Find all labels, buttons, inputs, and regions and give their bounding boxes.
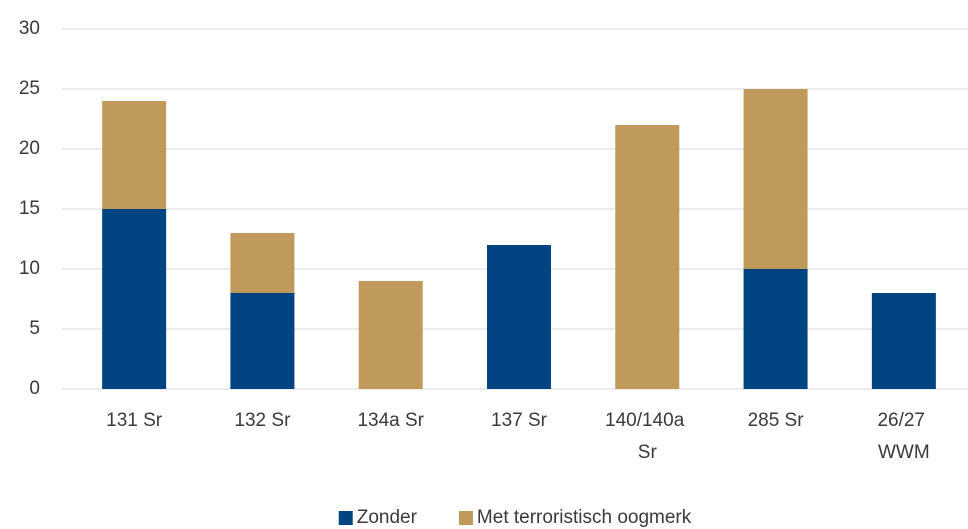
bar-segment (871, 293, 936, 389)
x-tick-label-line: WWM (878, 442, 930, 463)
y-tick-label: 5 (29, 318, 40, 339)
x-tick-label: 26/27 WWM (877, 410, 930, 463)
legend-label: Zonder (357, 507, 418, 528)
bar-segment (358, 281, 423, 389)
bar-segment (743, 89, 808, 269)
x-tick-label-line: 140/140a (605, 410, 690, 431)
y-tick-label: 0 (29, 378, 40, 399)
legend: Zonder Met terroristisch oogmerk (338, 507, 692, 528)
x-tick-label: 140/140a Sr (605, 410, 690, 463)
x-tick-label: 131 Sr (106, 410, 163, 431)
bar-segment (487, 245, 551, 389)
x-tick-label: 285 Sr (748, 410, 805, 431)
bar-segment (230, 233, 295, 293)
y-tick-label: 25 (19, 78, 40, 99)
bar-segment (743, 269, 808, 389)
bar-segment (102, 209, 167, 389)
bar-segment (615, 125, 680, 389)
legend-swatch (458, 511, 473, 525)
y-tick-label: 15 (19, 198, 40, 219)
x-tick-label-line: 26/27 (877, 410, 930, 431)
y-tick-label: 30 (19, 18, 40, 39)
x-tick-label-line: Sr (638, 442, 658, 463)
bar-segment (230, 293, 295, 389)
x-tick-label: 132 Sr (234, 410, 291, 431)
legend-label: Met terroristisch oogmerk (477, 507, 692, 528)
legend-swatch (338, 511, 353, 525)
x-tick-label: 134a Sr (357, 410, 424, 431)
y-tick-label: 20 (19, 138, 40, 159)
bar-segment (102, 101, 167, 209)
y-tick-label: 10 (19, 258, 40, 279)
x-tick-label: 137 Sr (491, 410, 548, 431)
